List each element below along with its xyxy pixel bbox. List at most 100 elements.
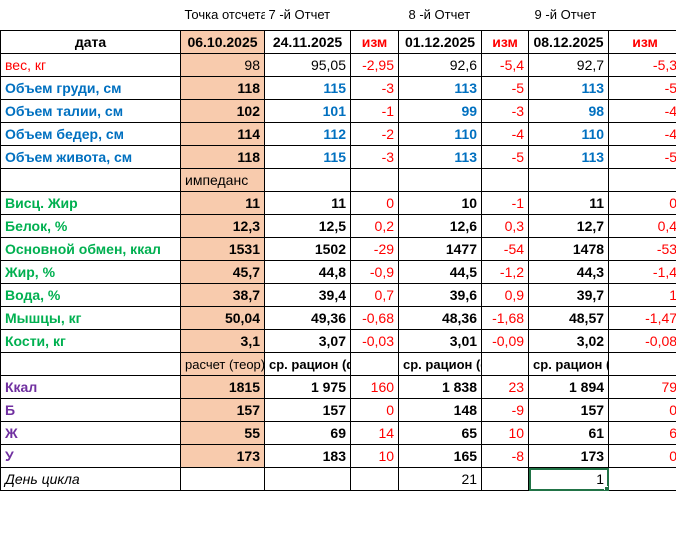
row-label[interactable]: Белок, % xyxy=(0,214,181,238)
value-3[interactable]: 1 894 xyxy=(528,375,610,399)
cell[interactable] xyxy=(0,352,181,376)
impedance-label[interactable]: импеданс xyxy=(180,168,265,192)
row-label[interactable]: У xyxy=(0,444,181,468)
change-1[interactable]: 0,2 xyxy=(350,214,400,238)
baseline-value[interactable]: 118 xyxy=(180,145,265,169)
row-label[interactable]: Ж xyxy=(0,421,181,445)
value-1[interactable]: 112 xyxy=(264,122,351,146)
change-3[interactable]: -1,4 xyxy=(608,260,676,284)
change-2[interactable]: -5 xyxy=(481,76,530,100)
change-3[interactable]: -4 xyxy=(608,99,676,123)
value-1[interactable]: 12,5 xyxy=(264,214,351,238)
row-label[interactable]: Жир, % xyxy=(0,260,181,284)
report8-title[interactable]: 8 -й Отчет xyxy=(408,7,471,22)
value-1[interactable]: 183 xyxy=(264,444,351,468)
cell[interactable] xyxy=(608,467,676,491)
baseline-value[interactable]: 98 xyxy=(180,53,265,77)
change-3[interactable]: -5,3 xyxy=(608,53,676,77)
report7-title[interactable]: 7 -й Отчет xyxy=(268,7,331,22)
cell[interactable] xyxy=(481,352,530,376)
value-3[interactable]: 98 xyxy=(528,99,610,123)
value-1[interactable]: 69 xyxy=(264,421,351,445)
value-2[interactable]: 39,6 xyxy=(398,283,483,307)
value-1[interactable]: 115 xyxy=(264,145,351,169)
row-label[interactable]: Мышцы, кг xyxy=(0,306,181,330)
change-3[interactable]: 0,4 xyxy=(608,214,676,238)
baseline-value[interactable]: 173 xyxy=(180,444,265,468)
baseline-value[interactable]: 12,3 xyxy=(180,214,265,238)
change-1[interactable]: -0,68 xyxy=(350,306,400,330)
cell[interactable] xyxy=(528,168,610,192)
date-2[interactable]: 01.12.2025 xyxy=(398,30,483,54)
change-2[interactable]: -1 xyxy=(481,191,530,215)
row-label[interactable]: Ккал xyxy=(0,375,181,399)
change-3[interactable]: 6 xyxy=(608,421,676,445)
change-1[interactable]: 0 xyxy=(350,191,400,215)
change-1[interactable]: -29 xyxy=(350,237,400,261)
ration-header-3[interactable]: ср. рацион (факт) xyxy=(528,352,610,376)
baseline-value[interactable]: 1531 xyxy=(180,237,265,261)
value-3[interactable]: 44,3 xyxy=(528,260,610,284)
baseline-value[interactable]: 114 xyxy=(180,122,265,146)
value-2[interactable]: 44,5 xyxy=(398,260,483,284)
change-3[interactable]: -5 xyxy=(608,76,676,100)
change-2[interactable]: -4 xyxy=(481,122,530,146)
cell[interactable] xyxy=(350,467,400,491)
value-3[interactable]: 113 xyxy=(528,145,610,169)
change-1[interactable]: -2 xyxy=(350,122,400,146)
value-2[interactable]: 1 838 xyxy=(398,375,483,399)
value-1[interactable]: 11 xyxy=(264,191,351,215)
value-1[interactable]: 1 975 xyxy=(264,375,351,399)
value-1[interactable]: 1502 xyxy=(264,237,351,261)
change-1[interactable]: -0,03 xyxy=(350,329,400,353)
value-3[interactable]: 3,02 xyxy=(528,329,610,353)
theoretical-header[interactable]: расчет (теор) xyxy=(180,352,265,376)
change-3[interactable]: 79 xyxy=(608,375,676,399)
baseline-value[interactable]: 45,7 xyxy=(180,260,265,284)
value-2[interactable]: 21 xyxy=(398,467,483,491)
value-3[interactable]: 48,57 xyxy=(528,306,610,330)
change-3[interactable]: 0 xyxy=(608,398,676,422)
selected-cell[interactable]: 1 xyxy=(528,467,610,491)
date-1[interactable]: 24.11.2025 xyxy=(264,30,351,54)
row-label[interactable]: Объем талии, см xyxy=(0,99,181,123)
cell[interactable] xyxy=(481,168,530,192)
value-2[interactable]: 110 xyxy=(398,122,483,146)
value-2[interactable]: 1477 xyxy=(398,237,483,261)
value-3[interactable]: 61 xyxy=(528,421,610,445)
change-2[interactable]: 0,9 xyxy=(481,283,530,307)
row-label[interactable]: вес, кг xyxy=(0,53,181,77)
row-label[interactable]: Объем живота, см xyxy=(0,145,181,169)
value-3[interactable]: 157 xyxy=(528,398,610,422)
change-2[interactable]: 10 xyxy=(481,421,530,445)
fill-handle[interactable] xyxy=(604,486,608,490)
ration-header-1[interactable]: ср. рацион (факт) xyxy=(264,352,351,376)
change-2[interactable]: -5,4 xyxy=(481,53,530,77)
change-1[interactable]: 10 xyxy=(350,444,400,468)
change-2[interactable]: -9 xyxy=(481,398,530,422)
baseline-value[interactable]: 50,04 xyxy=(180,306,265,330)
baseline-value[interactable]: 118 xyxy=(180,76,265,100)
value-3[interactable]: 92,7 xyxy=(528,53,610,77)
report9-title[interactable]: 9 -й Отчет xyxy=(534,7,597,22)
change-2[interactable]: -0,09 xyxy=(481,329,530,353)
baseline-value[interactable]: 157 xyxy=(180,398,265,422)
baseline-value[interactable]: 55 xyxy=(180,421,265,445)
value-3[interactable]: 110 xyxy=(528,122,610,146)
change-3[interactable]: -53 xyxy=(608,237,676,261)
change-2[interactable]: -3 xyxy=(481,99,530,123)
date-label[interactable]: дата xyxy=(0,30,181,54)
value-2[interactable]: 113 xyxy=(398,76,483,100)
baseline-value[interactable]: 3,1 xyxy=(180,329,265,353)
change-2[interactable]: 23 xyxy=(481,375,530,399)
ration-header-2[interactable]: ср. рацион (факт) xyxy=(398,352,483,376)
change-2[interactable]: 0,3 xyxy=(481,214,530,238)
cell[interactable] xyxy=(264,168,351,192)
baseline-value[interactable]: 102 xyxy=(180,99,265,123)
value-2[interactable]: 12,6 xyxy=(398,214,483,238)
value-2[interactable]: 65 xyxy=(398,421,483,445)
baseline-value[interactable]: 11 xyxy=(180,191,265,215)
change-1[interactable]: 0 xyxy=(350,398,400,422)
row-label[interactable]: Вода, % xyxy=(0,283,181,307)
value-1[interactable]: 95,05 xyxy=(264,53,351,77)
